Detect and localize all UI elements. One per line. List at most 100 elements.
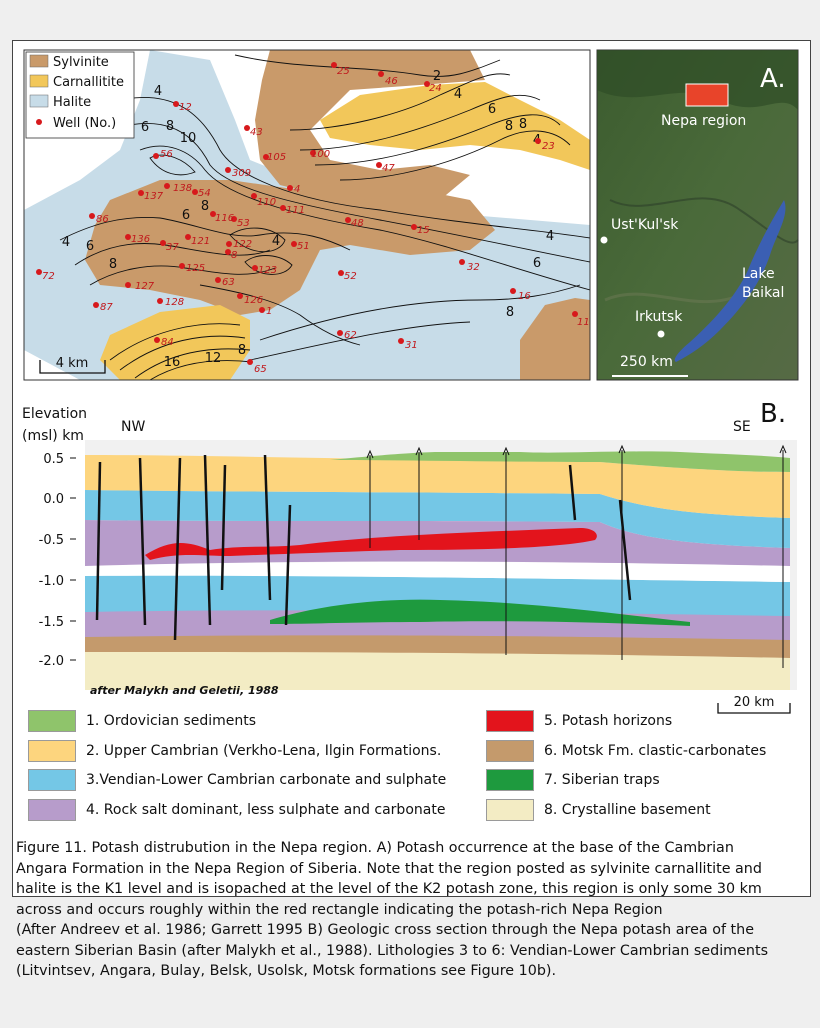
swatch-rock-salt <box>28 799 76 821</box>
svg-text:62: 62 <box>344 330 357 341</box>
svg-text:-2.0: -2.0 <box>39 654 64 669</box>
svg-text:126: 126 <box>244 295 263 306</box>
se-label: SE <box>733 419 751 435</box>
svg-text:105: 105 <box>267 152 286 163</box>
upper-carbonate-layer <box>85 490 790 548</box>
caption-line: Figure 11. Potash distrubution in the Ne… <box>16 840 734 856</box>
svg-text:87: 87 <box>100 302 113 313</box>
svg-text:6: 6 <box>141 120 149 135</box>
panel-label-a: A. <box>760 64 786 94</box>
inset-satellite-map: A. Nepa region Ust'Kul'sk Lake Baikal Ir… <box>596 49 799 381</box>
svg-text:63: 63 <box>222 277 235 288</box>
svg-text:121: 121 <box>191 236 210 247</box>
svg-text:-1.5: -1.5 <box>39 615 64 630</box>
svg-text:86: 86 <box>96 214 109 225</box>
legend-label-well: Well (No.) <box>53 116 116 131</box>
ordovician-layer <box>330 451 790 472</box>
svg-text:25: 25 <box>337 66 350 77</box>
svg-text:1: 1 <box>266 306 272 317</box>
svg-text:54: 54 <box>198 188 211 199</box>
svg-text:32: 32 <box>467 262 480 273</box>
y-axis-title-line1: Elevation <box>22 406 87 422</box>
svg-text:100: 100 <box>311 149 330 160</box>
svg-text:127: 127 <box>135 281 155 292</box>
svg-text:4: 4 <box>546 229 554 244</box>
svg-text:4 km: 4 km <box>56 356 89 371</box>
section-credit: after Malykh and Geletii, 1988 <box>90 684 279 697</box>
svg-text:137: 137 <box>144 191 164 202</box>
svg-text:8: 8 <box>238 343 246 358</box>
svg-text:4: 4 <box>154 84 162 99</box>
swatch-upper-cambrian <box>28 740 76 762</box>
lower-carbonate-layer <box>85 575 790 616</box>
nepa-region-label: Nepa region <box>661 113 746 129</box>
svg-text:136: 136 <box>131 234 150 245</box>
legend-item-upper-cambrian: 2. Upper Cambrian (Verkho-Lena, Ilgin Fo… <box>28 740 441 762</box>
legend-item-vendian: 3.Vendian-Lower Cambrian carbonate and s… <box>28 769 446 791</box>
figure-caption: Figure 11. Potash distrubution in the Ne… <box>16 838 806 982</box>
lake-baikal-shape <box>674 200 786 362</box>
map-legend: Sylvinite Carnallitite Halite Well (No.) <box>25 51 135 139</box>
legend-well-marker <box>36 119 42 125</box>
swatch-potash <box>486 710 534 732</box>
svg-text:72: 72 <box>42 271 55 282</box>
svg-text:125: 125 <box>186 263 205 274</box>
basement-layer <box>85 650 790 690</box>
legend-item-rock-salt: 4. Rock salt dominant, less sulphate and… <box>28 799 445 821</box>
legend-swatch-sylvinite <box>29 54 49 68</box>
ust-kulsk-label: Ust'Kul'sk <box>611 217 679 233</box>
svg-text:12: 12 <box>205 351 222 366</box>
svg-text:110: 110 <box>257 197 276 208</box>
svg-text:46: 46 <box>385 76 398 87</box>
svg-text:52: 52 <box>344 271 357 282</box>
legend-item-motsk: 6. Motsk Fm. clastic-carbonates <box>486 740 766 762</box>
svg-text:65: 65 <box>254 364 267 375</box>
svg-text:8: 8 <box>231 250 237 261</box>
svg-text:6: 6 <box>86 239 94 254</box>
caption-line: (Litvintsev, Angara, Bulay, Belsk, Usols… <box>16 963 557 979</box>
swatch-traps <box>486 769 534 791</box>
svg-text:122: 122 <box>233 239 252 250</box>
legend-item-ordovician: 1. Ordovician sediments <box>28 710 256 732</box>
legend-label-carnallitite: Carnallitite <box>53 75 124 90</box>
svg-text:-1.0: -1.0 <box>39 574 64 589</box>
lake-label: Lake <box>742 266 775 282</box>
legend-item-traps: 7. Siberian traps <box>486 769 660 791</box>
isopach-contours <box>59 54 590 380</box>
svg-text:43: 43 <box>250 127 263 138</box>
caption-line: Angara Formation in the Nepa Region of S… <box>16 860 762 877</box>
svg-text:309: 309 <box>232 168 251 179</box>
svg-text:4: 4 <box>272 234 280 249</box>
svg-text:6: 6 <box>533 256 541 271</box>
svg-text:116: 116 <box>215 213 234 224</box>
irkutsk-label: Irkutsk <box>635 309 683 325</box>
svg-text:24: 24 <box>429 83 442 94</box>
svg-text:8: 8 <box>506 305 514 320</box>
section-scale-bar <box>717 703 791 714</box>
svg-text:10: 10 <box>180 131 197 146</box>
svg-text:2: 2 <box>433 69 441 84</box>
well-labels: 25 46 24 12 43 23 56 105 100 47 309 4 13… <box>42 66 590 375</box>
svg-text:-0.5: -0.5 <box>39 533 64 548</box>
baikal-label: Baikal <box>742 285 784 301</box>
swatch-ordovician <box>28 710 76 732</box>
svg-text:51: 51 <box>297 241 310 252</box>
section-scale-label: 20 km <box>734 695 775 710</box>
svg-text:138: 138 <box>173 183 192 194</box>
cross-section: Elevation (msl) km NW SE B. 0.5 0.0 -0.5… <box>22 399 797 714</box>
panel-label-b: B. <box>760 399 786 429</box>
svg-text:15: 15 <box>417 225 430 236</box>
svg-text:0.5: 0.5 <box>43 452 64 467</box>
svg-text:111: 111 <box>286 205 305 216</box>
svg-text:31: 31 <box>405 340 418 351</box>
svg-text:4: 4 <box>294 184 300 195</box>
svg-text:23: 23 <box>542 141 555 152</box>
inset-scale-label: 250 km <box>620 354 673 370</box>
svg-text:128: 128 <box>165 297 184 308</box>
svg-text:16: 16 <box>164 355 181 370</box>
sylvinite-southeast <box>520 298 590 380</box>
svg-text:4: 4 <box>454 87 462 102</box>
potash-horizon <box>145 528 597 560</box>
svg-text:8: 8 <box>505 119 513 134</box>
